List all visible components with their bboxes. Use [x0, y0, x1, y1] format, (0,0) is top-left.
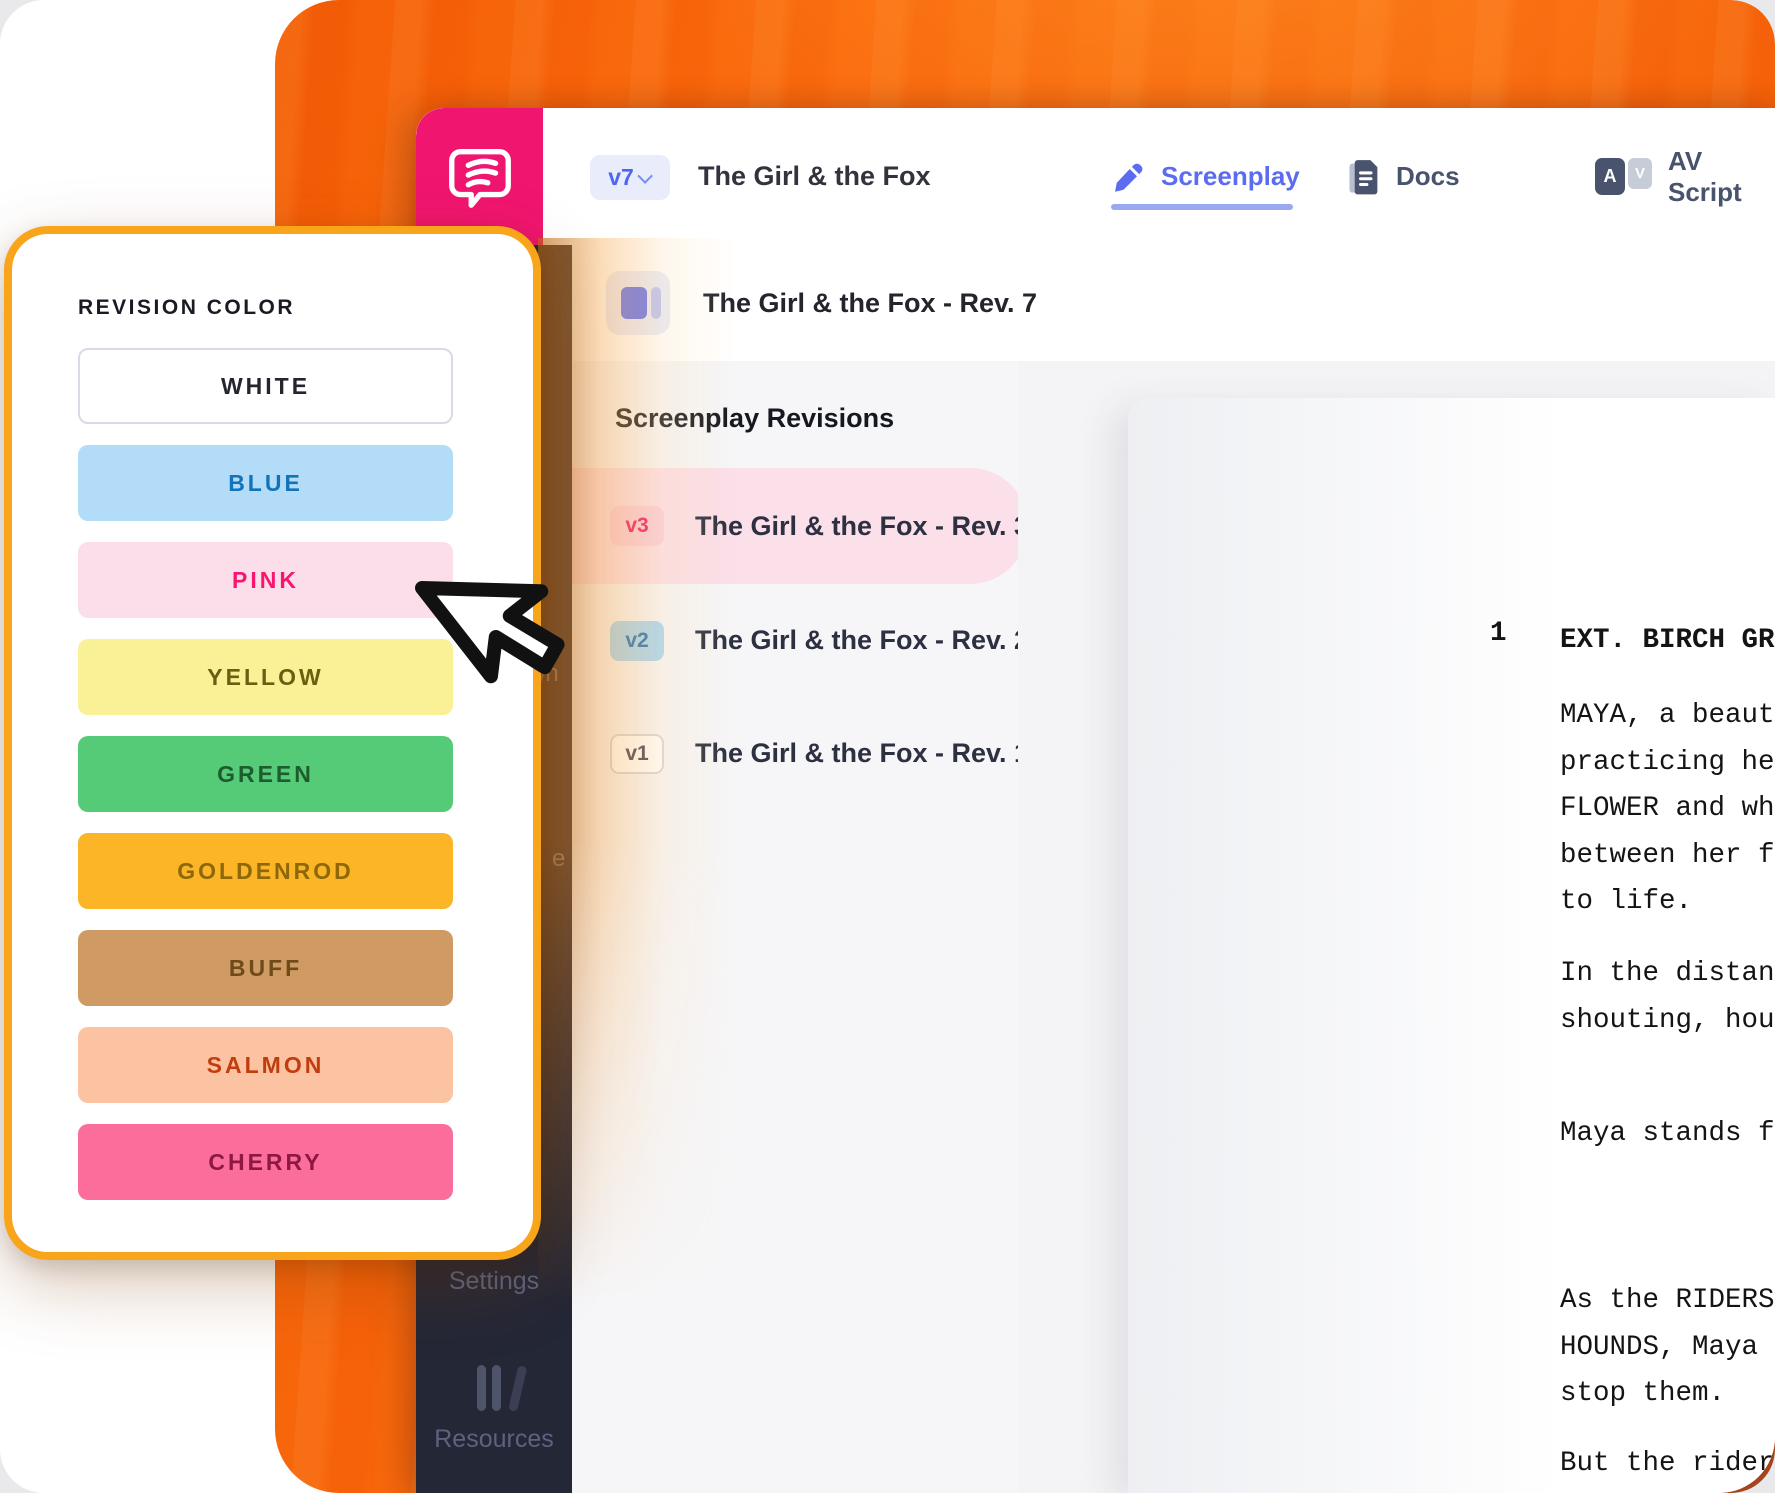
panel-header: Screenplay Revisions	[615, 403, 895, 433]
action-block: MAYA, a beauti practicing her FLOWER and…	[1560, 693, 1775, 926]
revision-badge-v1: v1	[610, 733, 664, 774]
script-line: to life.	[1560, 886, 1693, 917]
av-icon-v: V	[1628, 158, 1652, 189]
av-script-icon: A V	[1595, 158, 1652, 195]
revision-badge-v2: v2	[610, 620, 664, 661]
version-label: v7	[608, 164, 634, 190]
revision-doc-icon-bar	[651, 287, 661, 319]
tab-av-script[interactable]: A V AV Script	[1595, 108, 1775, 245]
swatch-buff[interactable]: BUFF	[78, 930, 453, 1006]
revision-badge-v3: v3	[610, 506, 664, 546]
tab-av-script-label: AV Script	[1668, 145, 1742, 207]
swatch-yellow[interactable]: YELLOW	[78, 639, 453, 715]
revision-row-title: The Girl & the Fox - Rev. 2	[695, 625, 1030, 655]
revision-row-title: The Girl & the Fox - Rev. 1	[695, 738, 1030, 768]
swatch-white[interactable]: WHITE	[78, 348, 453, 424]
revision-row-v3[interactable]: v3 The Girl & the Fox - Rev. 3	[572, 468, 1030, 584]
script-line: HOUNDS, Maya r	[1560, 1331, 1775, 1363]
swatch-pink[interactable]: PINK	[78, 542, 453, 618]
app-logo[interactable]	[416, 108, 543, 245]
swatch-blue[interactable]: BLUE	[78, 445, 453, 521]
script-line: shouting, houn	[1560, 1004, 1775, 1036]
script-line: As the RIDERS	[1560, 1285, 1775, 1316]
script-line: FLOWER and whe	[1560, 793, 1775, 824]
swatch-salmon[interactable]: SALMON	[78, 1027, 453, 1103]
swatch-goldenrod[interactable]: GOLDENROD	[78, 833, 453, 909]
resources-books-icon	[477, 1365, 528, 1413]
popover-title: REVISION COLOR	[78, 296, 296, 319]
app-window: v7 The Girl & the Fox Screenplay Docs	[416, 108, 1775, 1493]
revision-row-v1[interactable]: v1 The Girl & the Fox - Rev. 1	[572, 697, 1029, 810]
revision-doc-icon	[606, 271, 670, 335]
tab-docs-label: Docs	[1396, 161, 1460, 191]
script-page: 1 EXT. BIRCH GRO MAYA, a beauti practici…	[1128, 398, 1775, 1493]
scene-number: 1	[1490, 618, 1507, 649]
version-dropdown[interactable]: v7	[590, 155, 670, 200]
top-bar: v7 The Girl & the Fox Screenplay Docs	[416, 108, 1775, 247]
revision-sub-bar: The Girl & the Fox - Rev. 7	[572, 245, 1775, 363]
swatch-green[interactable]: GREEN	[78, 736, 453, 812]
tab-docs[interactable]: Docs	[1348, 108, 1460, 245]
action-block: Maya stands fr	[1560, 1111, 1775, 1158]
sidebar-label-fragment: e	[552, 845, 566, 872]
script-preview-area: 1 EXT. BIRCH GRO MAYA, a beauti practici…	[1018, 361, 1775, 1493]
sidebar-item-settings[interactable]: Settings	[448, 1267, 540, 1295]
action-block: As the RIDERS HOUNDS, Maya r stop them.	[1560, 1278, 1775, 1418]
tab-screenplay[interactable]: Screenplay	[1113, 108, 1300, 245]
content-area: Screenplay Revisions v3 The Girl & the F…	[572, 361, 1775, 1493]
revision-row-title: The Girl & the Fox - Rev. 3	[695, 510, 1030, 541]
revision-row-v2[interactable]: v2 The Girl & the Fox - Rev. 2	[572, 584, 1029, 697]
revision-doc-icon-square	[621, 287, 647, 319]
av-icon-a: A	[1595, 158, 1625, 195]
script-line: practicing her	[1560, 746, 1775, 778]
color-swatch-list: WHITE BLUE PINK YELLOW GREEN GOLDENROD B…	[78, 348, 533, 1200]
scene-heading-block: 1 EXT. BIRCH GRO	[1490, 618, 1775, 665]
script-line: In the distanc	[1560, 958, 1775, 989]
tab-screenplay-label: Screenplay	[1161, 161, 1300, 191]
script-line: between her fi	[1560, 839, 1775, 871]
script-line: EXT. BIRCH GRO	[1560, 625, 1775, 656]
pencil-icon	[1115, 163, 1143, 192]
current-revision-title: The Girl & the Fox - Rev. 7	[703, 287, 1038, 318]
speech-bubble-script-icon	[448, 148, 511, 208]
script-line: stop them.	[1560, 1378, 1726, 1409]
script-text: 1 EXT. BIRCH GRO MAYA, a beauti practici…	[1128, 398, 1775, 1493]
revision-color-popover: REVISION COLOR WHITE BLUE PINK YELLOW GR…	[4, 226, 541, 1260]
script-line: MAYA, a beauti	[1560, 700, 1775, 731]
revision-list: v3 The Girl & the Fox - Rev. 3 v2 The Gi…	[572, 468, 1029, 810]
sidebar-item-resources[interactable]: Resources	[434, 1425, 554, 1453]
script-line: Maya stands fr	[1560, 1118, 1775, 1149]
action-block: In the distanc shouting, houn	[1560, 951, 1775, 1044]
script-line: But the riders	[1560, 1448, 1775, 1479]
swatch-cherry[interactable]: CHERRY	[78, 1124, 453, 1200]
screenplay-revisions-panel: Screenplay Revisions v3 The Girl & the F…	[572, 361, 1029, 1493]
chevron-down-icon	[637, 168, 653, 184]
action-block: But the riders	[1560, 1441, 1775, 1488]
document-title: The Girl & the Fox	[698, 161, 931, 191]
docs-icon	[1349, 159, 1378, 194]
active-tab-underline	[1111, 204, 1293, 210]
